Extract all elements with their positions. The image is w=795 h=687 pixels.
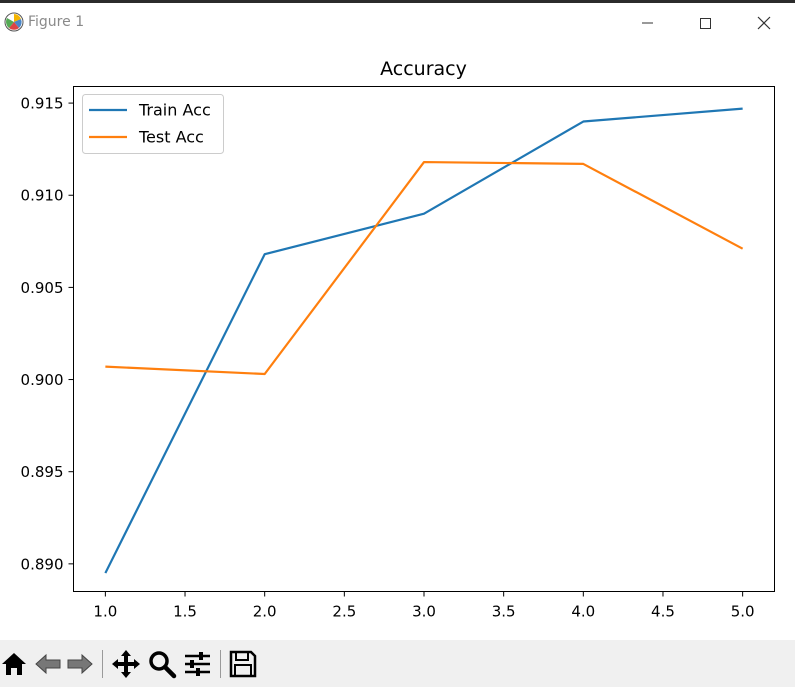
back-button[interactable] (34, 648, 66, 680)
series-line-test-acc (105, 160, 744, 376)
toolbar-separator (102, 650, 103, 678)
x-tick-label: 2.0 (253, 603, 277, 621)
pan-move-icon (112, 650, 140, 678)
pan-button[interactable] (110, 648, 142, 680)
top-border (0, 0, 795, 3)
accuracy-chart[interactable]: Accuracy 1.0 1.5 2.0 2.5 3.0 3.5 4.0 4.5 5.0 0.89… (0, 40, 795, 640)
configure-subplots-button[interactable] (182, 648, 214, 680)
zoom-button[interactable] (146, 648, 178, 680)
legend-label: Test Acc (138, 128, 204, 147)
y-tick-label: 0.915 (21, 95, 64, 113)
x-tick-label: 1.5 (173, 603, 197, 621)
close-icon (757, 16, 771, 30)
home-icon (2, 653, 26, 675)
window-titlebar[interactable]: Figure 1 (0, 3, 795, 40)
chart-title: Accuracy (380, 58, 467, 80)
y-tick-label: 0.900 (21, 371, 64, 389)
window-title: Figure 1 (28, 14, 85, 30)
x-tick-label: 4.5 (651, 603, 675, 621)
y-tick-label: 0.910 (21, 187, 64, 205)
maximize-button[interactable] (682, 6, 728, 40)
x-tick-label: 3.0 (412, 603, 436, 621)
back-arrow-icon (35, 653, 61, 675)
toolbar-separator (220, 650, 221, 678)
zoom-magnifier-icon (149, 651, 177, 679)
matplotlib-icon (4, 12, 24, 32)
forward-arrow-icon (67, 653, 93, 675)
axes-frame (73, 86, 775, 592)
axis-ticks: 1.0 1.5 2.0 2.5 3.0 3.5 4.0 4.5 5.0 0.890 0.895 0.9… (21, 95, 755, 621)
minimize-button[interactable] (624, 6, 670, 40)
forward-button[interactable] (64, 648, 96, 680)
y-tick-label: 0.895 (21, 463, 64, 481)
figure-canvas[interactable]: Accuracy 1.0 1.5 2.0 2.5 3.0 3.5 4.0 4.5 5.0 0.89… (0, 40, 795, 640)
maximize-icon (700, 18, 711, 29)
y-tick-label: 0.905 (21, 279, 64, 297)
x-tick-label: 4.0 (571, 603, 595, 621)
x-tick-label: 5.0 (731, 603, 755, 621)
legend: Train Acc Test Acc (82, 94, 224, 154)
y-tick-label: 0.890 (21, 555, 64, 573)
save-floppy-icon (229, 650, 257, 678)
save-button[interactable] (227, 648, 259, 680)
minimize-icon (642, 22, 653, 24)
series-lines (104, 107, 744, 574)
x-tick-label: 2.5 (332, 603, 356, 621)
series-line-train-acc (104, 107, 743, 574)
home-button[interactable] (0, 648, 32, 680)
sliders-icon (185, 652, 210, 676)
x-tick-label: 1.0 (93, 603, 117, 621)
legend-label: Train Acc (138, 101, 211, 120)
x-tick-label: 3.5 (492, 603, 516, 621)
navigation-toolbar (0, 640, 795, 687)
close-button[interactable] (741, 6, 787, 40)
